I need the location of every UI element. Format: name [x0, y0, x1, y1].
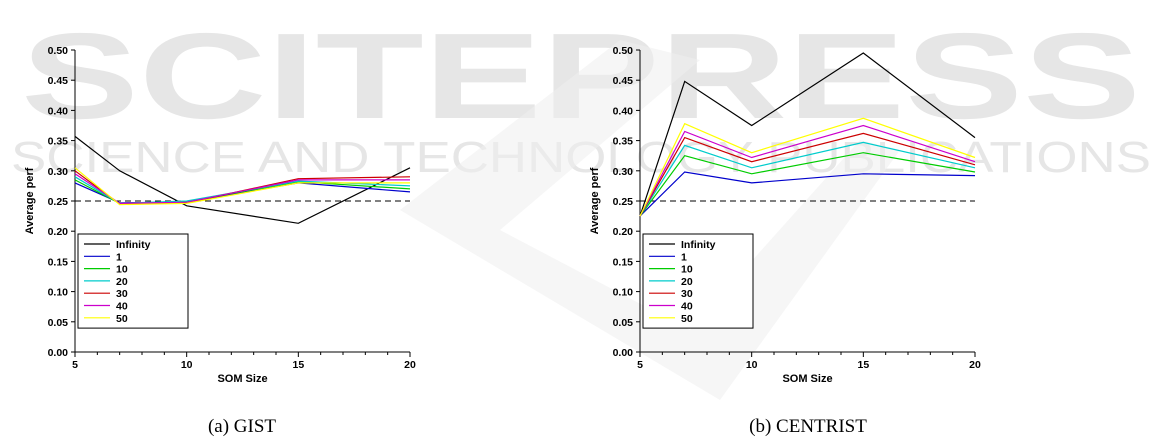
y-tick-label: 0.05	[613, 317, 634, 329]
x-tick-label: 20	[969, 359, 981, 371]
y-axis-label: Average perf	[24, 167, 36, 234]
x-tick-label: 15	[292, 359, 304, 371]
x-tick-label: 20	[404, 359, 416, 371]
y-tick-label: 0.25	[613, 196, 634, 208]
series-line-infinity	[74, 135, 411, 224]
legend-label: Infinity	[681, 239, 716, 251]
y-tick-label: 0.00	[48, 347, 69, 359]
y-tick-label: 0.30	[613, 166, 634, 178]
y-tick-label: 0.35	[48, 136, 69, 148]
y-tick-label: 0.45	[48, 75, 69, 87]
chart-gist: 0.00 0.05 0.10 0.15 0.20 0.25 0.30 0.35 0.40 0.45…	[24, 45, 416, 385]
y-tick-label: 0.10	[613, 287, 634, 299]
legend-label: 50	[681, 313, 693, 325]
y-tick-label: 0.50	[48, 45, 69, 57]
y-tick-label: 0.40	[48, 105, 69, 117]
legend-label: 10	[116, 264, 128, 276]
series-line-50	[74, 167, 410, 206]
chart-centrist: 0.00 0.05 0.10 0.15 0.20 0.25 0.30 0.35 0.40 0.45…	[589, 45, 981, 385]
y-tick-label: 0.50	[613, 45, 634, 57]
x-tick-label: 10	[181, 359, 193, 371]
y-tick-label: 0.15	[613, 256, 634, 268]
y-tick-label: 0.20	[613, 226, 634, 238]
y-tick-label: 0.15	[48, 256, 69, 268]
legend-label: Infinity	[116, 239, 151, 251]
series-line-infinity	[639, 52, 976, 217]
series-line-40	[639, 124, 976, 217]
y-tick-label: 0.05	[48, 317, 69, 329]
watermark-swoosh	[400, 40, 900, 400]
series-line-30	[639, 132, 976, 217]
legend-label: 20	[681, 276, 693, 288]
y-tick-label: 0.10	[48, 287, 69, 299]
legend-label: 10	[681, 264, 693, 276]
legend-label: 1	[116, 251, 122, 263]
x-tick-label: 15	[857, 359, 869, 371]
legend-label: 1	[681, 251, 687, 263]
series-line-20	[74, 176, 411, 205]
series-line-1	[639, 171, 976, 217]
series-line-20	[639, 141, 976, 217]
legend-label: 30	[681, 288, 693, 300]
legend-label: 50	[116, 313, 128, 325]
chart-panel-gist: 0.00 0.05 0.10 0.15 0.20 0.25 0.30 0.35 0.40 0.45…	[0, 0, 560, 410]
series-line-40	[74, 173, 410, 205]
x-tick-label: 5	[72, 359, 78, 371]
caption-centrist: (b) CENTRIST	[749, 416, 867, 437]
y-tick-label: 0.00	[613, 347, 634, 359]
x-axis-label: SOM Size	[217, 373, 267, 385]
x-tick-label: 5	[637, 359, 643, 371]
caption-gist: (a) GIST	[207, 416, 277, 437]
x-axis-label: SOM Size	[782, 373, 832, 385]
y-tick-label: 0.20	[48, 226, 69, 238]
legend-label: 40	[681, 301, 693, 313]
y-tick-label: 0.25	[48, 196, 69, 208]
series-line-10	[639, 152, 976, 217]
y-tick-label: 0.35	[613, 136, 634, 148]
y-tick-label: 0.45	[613, 75, 634, 87]
y-tick-label: 0.30	[48, 166, 69, 178]
series-line-50	[639, 117, 976, 217]
legend-label: 30	[116, 288, 128, 300]
y-axis-label: Average perf	[589, 167, 601, 234]
chart-panel-centrist: 0.00 0.05 0.10 0.15 0.20 0.25 0.30 0.35 0.40 0.45…	[580, 0, 1163, 410]
x-tick-label: 10	[746, 359, 758, 371]
y-tick-label: 0.40	[613, 105, 634, 117]
legend-label: 40	[116, 301, 128, 313]
legend-label: 20	[116, 276, 128, 288]
